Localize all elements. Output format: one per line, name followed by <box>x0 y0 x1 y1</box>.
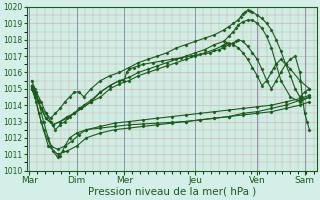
X-axis label: Pression niveau de la mer( hPa ): Pression niveau de la mer( hPa ) <box>88 187 256 197</box>
